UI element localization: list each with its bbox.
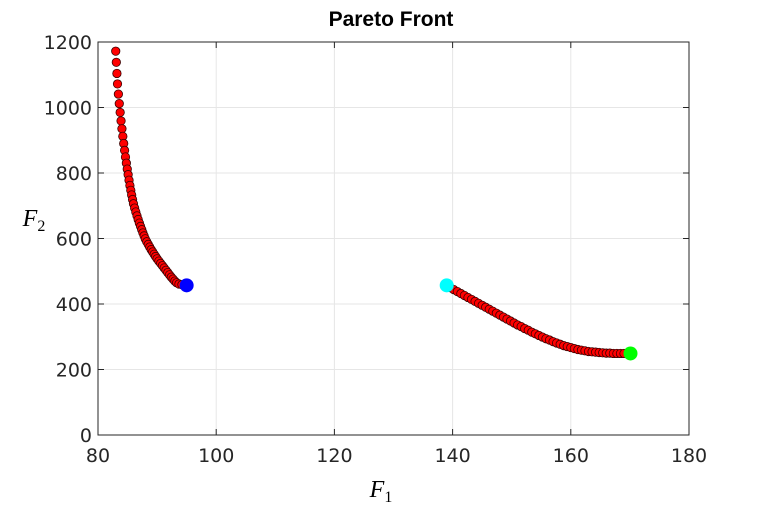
series-1	[111, 46, 190, 290]
x-axis-label: F1	[369, 477, 393, 505]
y-tick-label: 1200	[44, 32, 92, 54]
data-point	[114, 98, 124, 109]
highlight-point	[623, 346, 638, 361]
data-series	[111, 46, 629, 359]
y-axis-subscript: 2	[37, 218, 45, 235]
highlight-points	[179, 278, 638, 361]
y-axis-label: F2	[22, 206, 46, 235]
x-axis-subscript: 1	[384, 489, 392, 505]
x-tick-label: 160	[553, 445, 589, 467]
y-tick-label: 200	[56, 360, 92, 382]
highlight-point	[179, 278, 194, 293]
x-axis-symbol: F	[369, 477, 385, 503]
tick-labels: 80 100 120 140 160 180 0 200 400 600 800 1000 1200	[44, 32, 707, 467]
highlight-point	[439, 278, 454, 293]
data-point	[112, 68, 122, 79]
y-tick-label: 800	[56, 163, 92, 185]
data-point	[117, 124, 127, 134]
data-point	[112, 79, 123, 89]
y-tick-label: 400	[56, 294, 92, 316]
x-tick-label: 180	[671, 445, 707, 467]
y-tick-label: 1000	[44, 98, 92, 120]
x-tick-label: 140	[434, 445, 470, 467]
y-axis-symbol: F	[22, 206, 38, 232]
x-tick-label: 100	[198, 445, 234, 467]
y-tick-label: 600	[56, 229, 92, 251]
data-point	[116, 116, 126, 126]
y-tick-label: 0	[80, 425, 92, 447]
data-point	[113, 89, 123, 99]
plot-frame	[97, 41, 690, 436]
data-point	[115, 107, 125, 118]
x-tick-label: 80	[86, 445, 110, 467]
x-tick-label: 120	[316, 445, 352, 467]
data-point	[111, 57, 121, 67]
chart-title: Pareto Front	[329, 8, 454, 31]
data-point	[111, 46, 121, 56]
